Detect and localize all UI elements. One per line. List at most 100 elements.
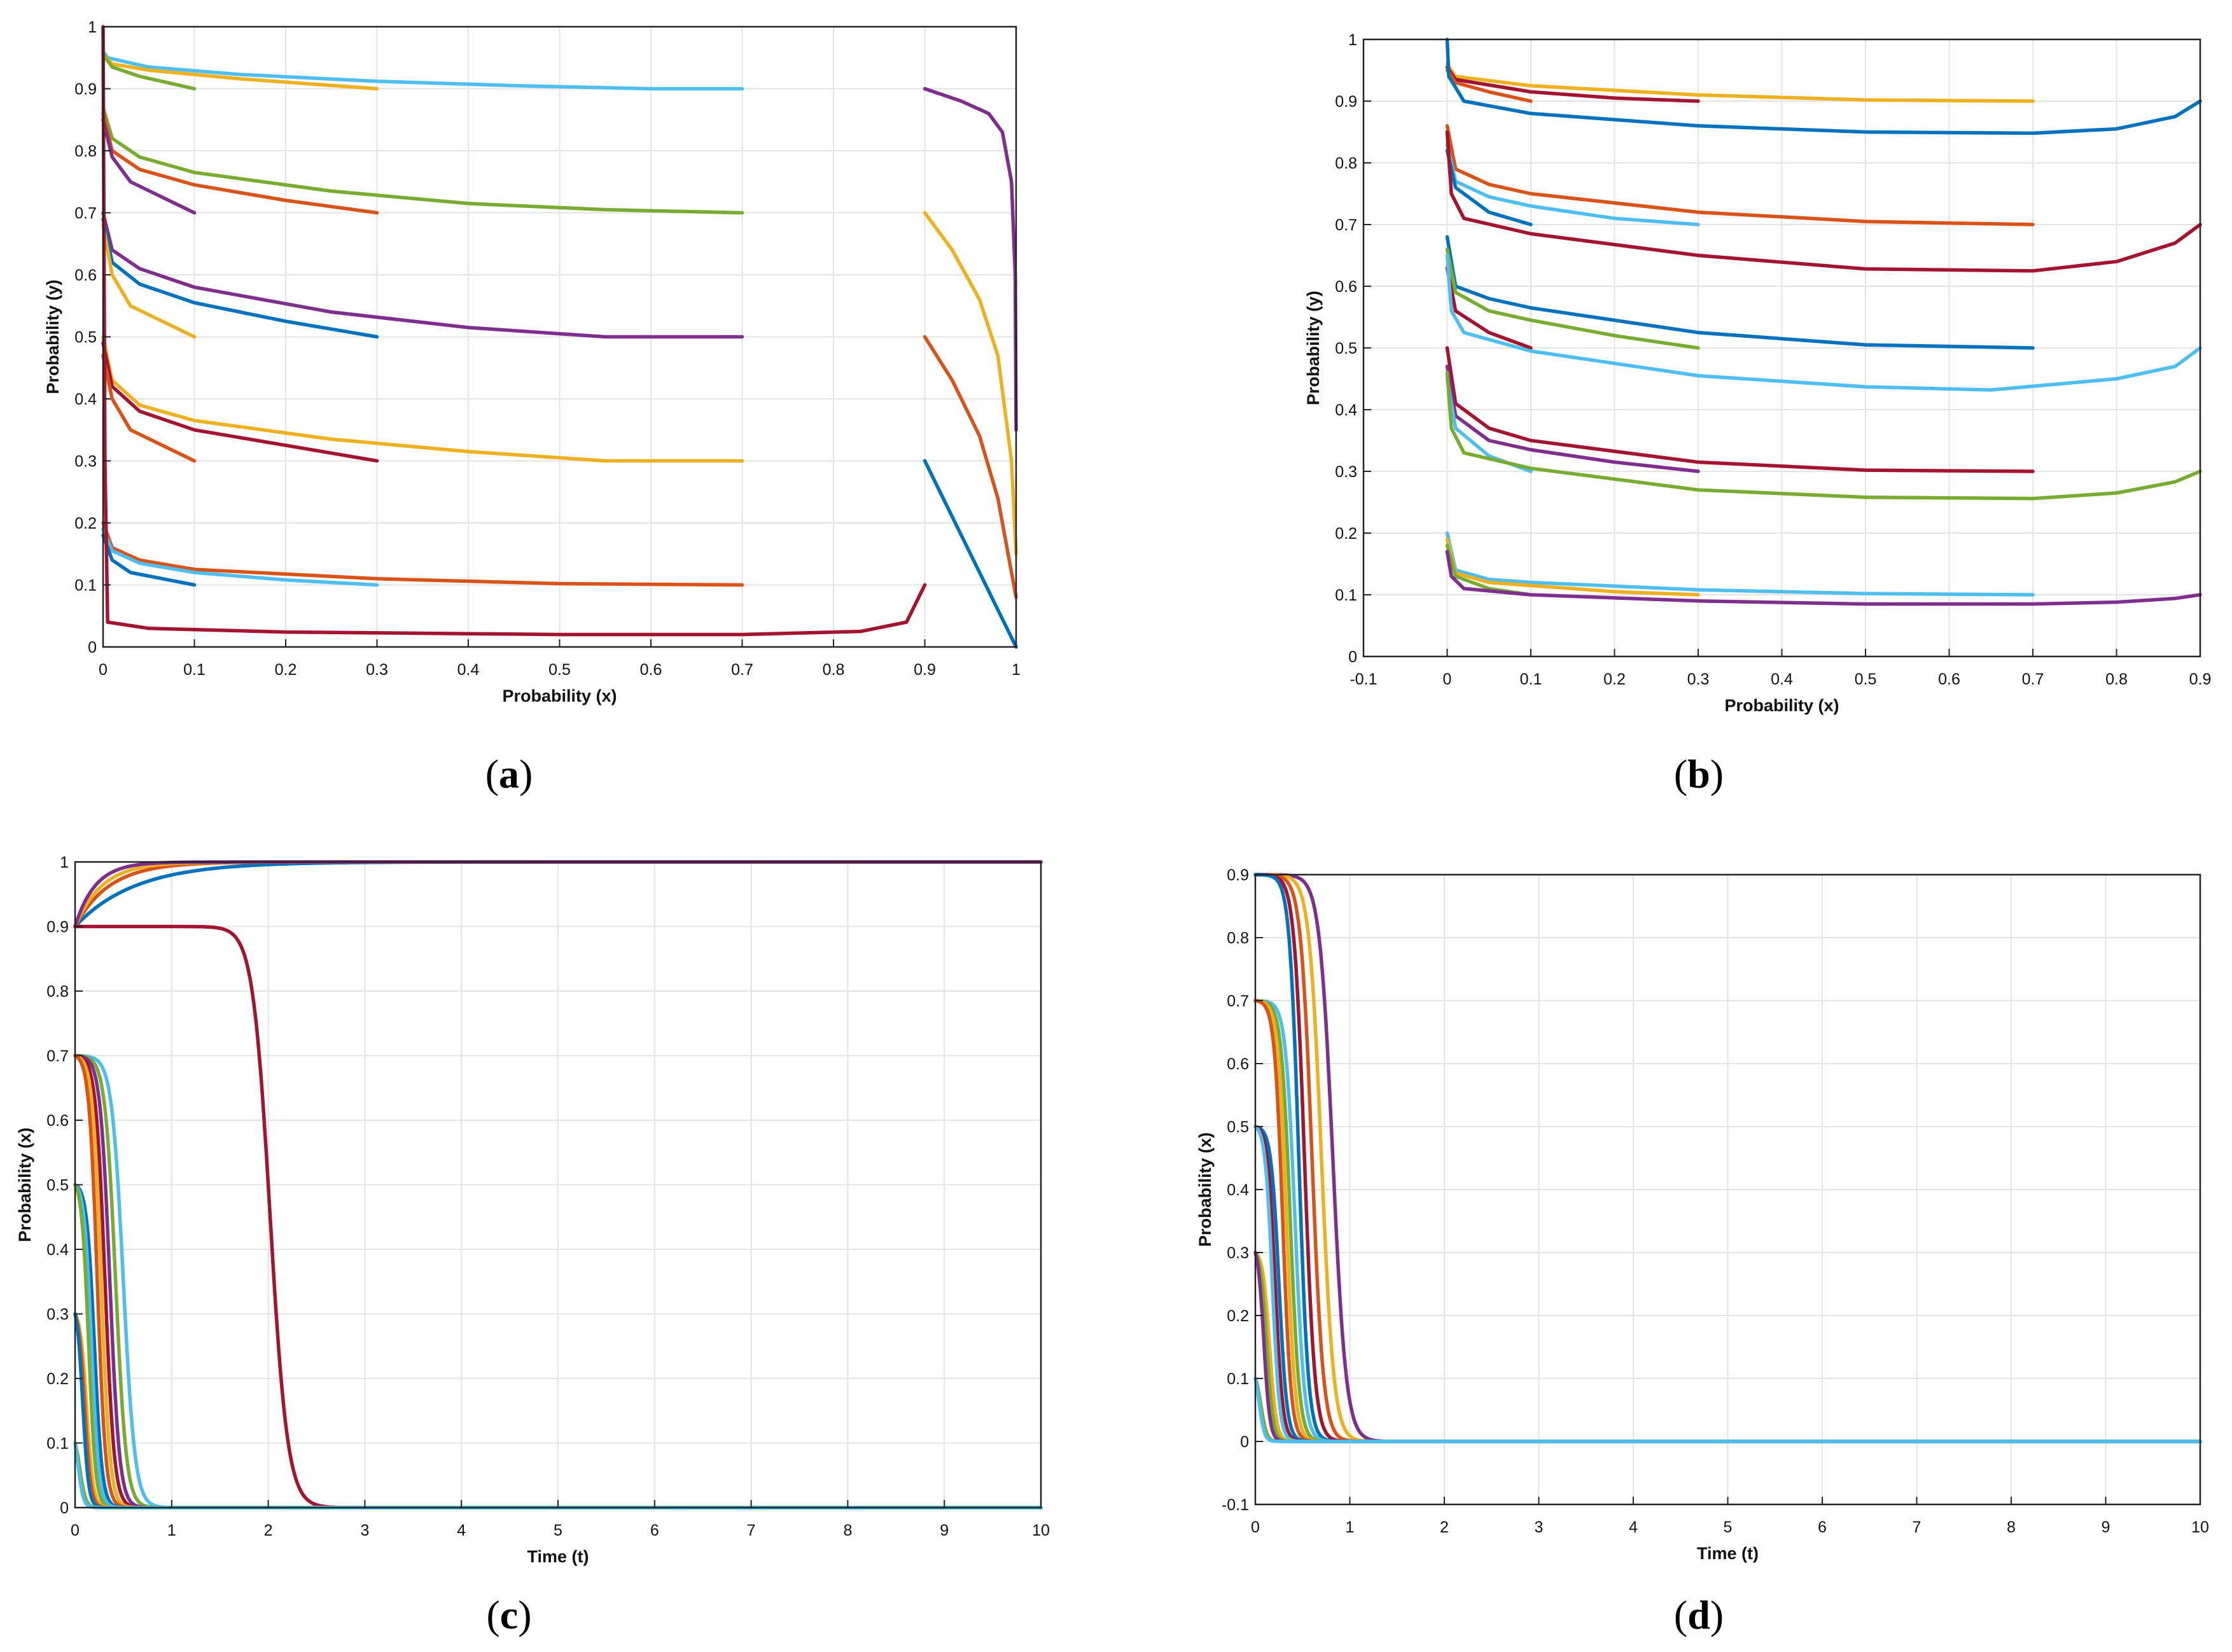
chart-panel-d: 0 1 2 3 4 5 6 7 8 9 10-0.100.10.20.30.40.50.60.70.… [1196,866,2209,1563]
series-line-16 [1445,371,2202,501]
series-line-13 [1445,346,2035,473]
x-tick-label: 9 [2102,1518,2110,1536]
x-tick-label: 8 [843,1522,852,1539]
x-tick-label: 6 [650,1522,659,1539]
x-tick-label: 0.6 [1938,670,1960,688]
x-tick-label: 0 [1443,670,1452,688]
y-tick-label: 0 [1348,648,1357,666]
x-axis-label: Time (t) [527,1547,589,1566]
x-tick-label: 0.3 [366,661,388,679]
y-axis-label: Probability (y) [1304,291,1323,405]
chart-panel-c: 0 1 2 3 4 5 6 7 8 9 10 0 0.1 0.2 0.3 0.4 0.5 0.6 0.7 0.8 0.9… [15,854,1050,1566]
x-axis-label: Probability (x) [502,686,617,705]
y-tick-label: 0 [88,639,97,656]
x-tick-label: 0.2 [275,661,297,679]
y-tick-label: 0.1 [74,577,97,595]
y-tick-label: 1 [88,18,97,36]
series-line-12 [101,354,197,463]
caption-letter-a: a [499,751,519,796]
y-axis-label: Probability (y) [43,279,62,394]
y-tick-label: 0.4 [1335,401,1357,419]
x-tick-label: 10 [1032,1522,1050,1539]
x-tick-label: 0 [1251,1518,1260,1536]
x-tick-label: 0.4 [1771,670,1793,688]
x-tick-label: 5 [554,1522,562,1539]
x-tick-label: 0.8 [2105,670,2128,688]
y-tick-label: 0.8 [74,142,97,160]
y-tick-label: 0.9 [46,919,69,936]
y-tick-label: 0.5 [46,1177,69,1195]
series-line-17 [923,87,1018,432]
series-line-3 [1445,68,1533,103]
y-tick-label: 0.4 [46,1241,69,1259]
y-tick-label: 0 [60,1499,69,1517]
series-line-7 [101,211,744,339]
chart-panel-b: -0.1 0 0.1 0.2 0.3 0.4 0.5 0.6 0.7 0.8 0.9 0 0.1 0.2 0… [1304,31,2211,715]
y-tick-label: 0.1 [1227,1370,1249,1388]
y-axis-label: Probability (x) [15,1127,34,1242]
y-tick-label: 0.9 [74,81,97,99]
y-tick-label: 0.3 [46,1306,69,1324]
y-tick-label: 0 [1240,1433,1249,1451]
y-tick-label: 0.8 [46,983,69,1001]
x-tick-label: 1 [1012,661,1021,679]
y-tick-label: 0.7 [1227,992,1249,1010]
y-tick-label: 0.4 [74,391,97,408]
series-line-5 [1445,124,2035,226]
series-line-8 [1445,130,2202,273]
x-tick-label: -0.1 [1350,670,1377,688]
x-tick-label: 1 [167,1522,176,1539]
series-line-10 [1445,247,1700,350]
series-line-1 [101,50,744,91]
x-tick-label: 7 [747,1522,756,1539]
series-line-20 [923,459,1018,649]
y-tick-label: 0.2 [1335,525,1357,543]
y-tick-label: 0.8 [1227,929,1249,947]
x-tick-label: 0.2 [1603,670,1626,688]
y-tick-label: 0.8 [1335,155,1357,172]
x-tick-label: 3 [360,1522,369,1539]
y-tick-label: 0.9 [1335,93,1357,111]
series-line-11 [101,341,379,463]
x-tick-label: 8 [2007,1518,2016,1536]
y-tick-label: 0.9 [1227,866,1249,884]
series-line-17 [1253,1377,2202,1443]
y-tick-label: 0.7 [1335,216,1357,234]
series-line-18 [923,211,1018,556]
y-tick-label: 0.6 [46,1112,69,1130]
x-tick-label: 5 [1724,1518,1733,1536]
y-tick-label: -0.1 [1222,1496,1249,1514]
series-line-20 [1445,550,2202,606]
series-line-4 [101,106,744,215]
x-tick-label: 0.7 [731,661,753,679]
caption-c: (c) [486,1592,531,1637]
x-tick-label: 1 [1346,1518,1355,1536]
x-tick-label: 2 [264,1522,273,1539]
x-tick-label: 6 [1818,1518,1827,1536]
caption-b: (b) [1674,751,1724,796]
series-line-10 [101,335,744,463]
y-tick-label: 0.3 [1335,463,1357,481]
x-tick-label: 0.9 [2189,670,2212,688]
caption-d: (d) [1674,1592,1724,1637]
x-tick-label: 0 [71,1522,80,1539]
x-tick-label: 0 [99,661,108,679]
series-line-8 [101,217,379,339]
x-tick-label: 10 [2191,1518,2209,1536]
y-tick-label: 0.2 [1227,1307,1249,1325]
series-line-14 [101,527,379,587]
x-tick-label: 0.1 [1520,670,1542,688]
x-tick-label: 9 [940,1522,949,1539]
y-tick-label: 0.6 [1227,1055,1249,1073]
series-line-12 [1445,253,2202,392]
y-tick-label: 0.1 [46,1435,69,1453]
y-tick-label: 0.2 [74,515,97,532]
x-tick-label: 0.6 [640,661,662,679]
y-tick-label: 0.7 [46,1048,69,1065]
y-tick-label: 0.3 [1227,1244,1249,1262]
x-tick-label: 0.3 [1687,670,1710,688]
series-line-16 [101,25,927,637]
x-tick-label: 0.5 [548,661,571,679]
x-tick-label: 0.5 [1855,670,1877,688]
